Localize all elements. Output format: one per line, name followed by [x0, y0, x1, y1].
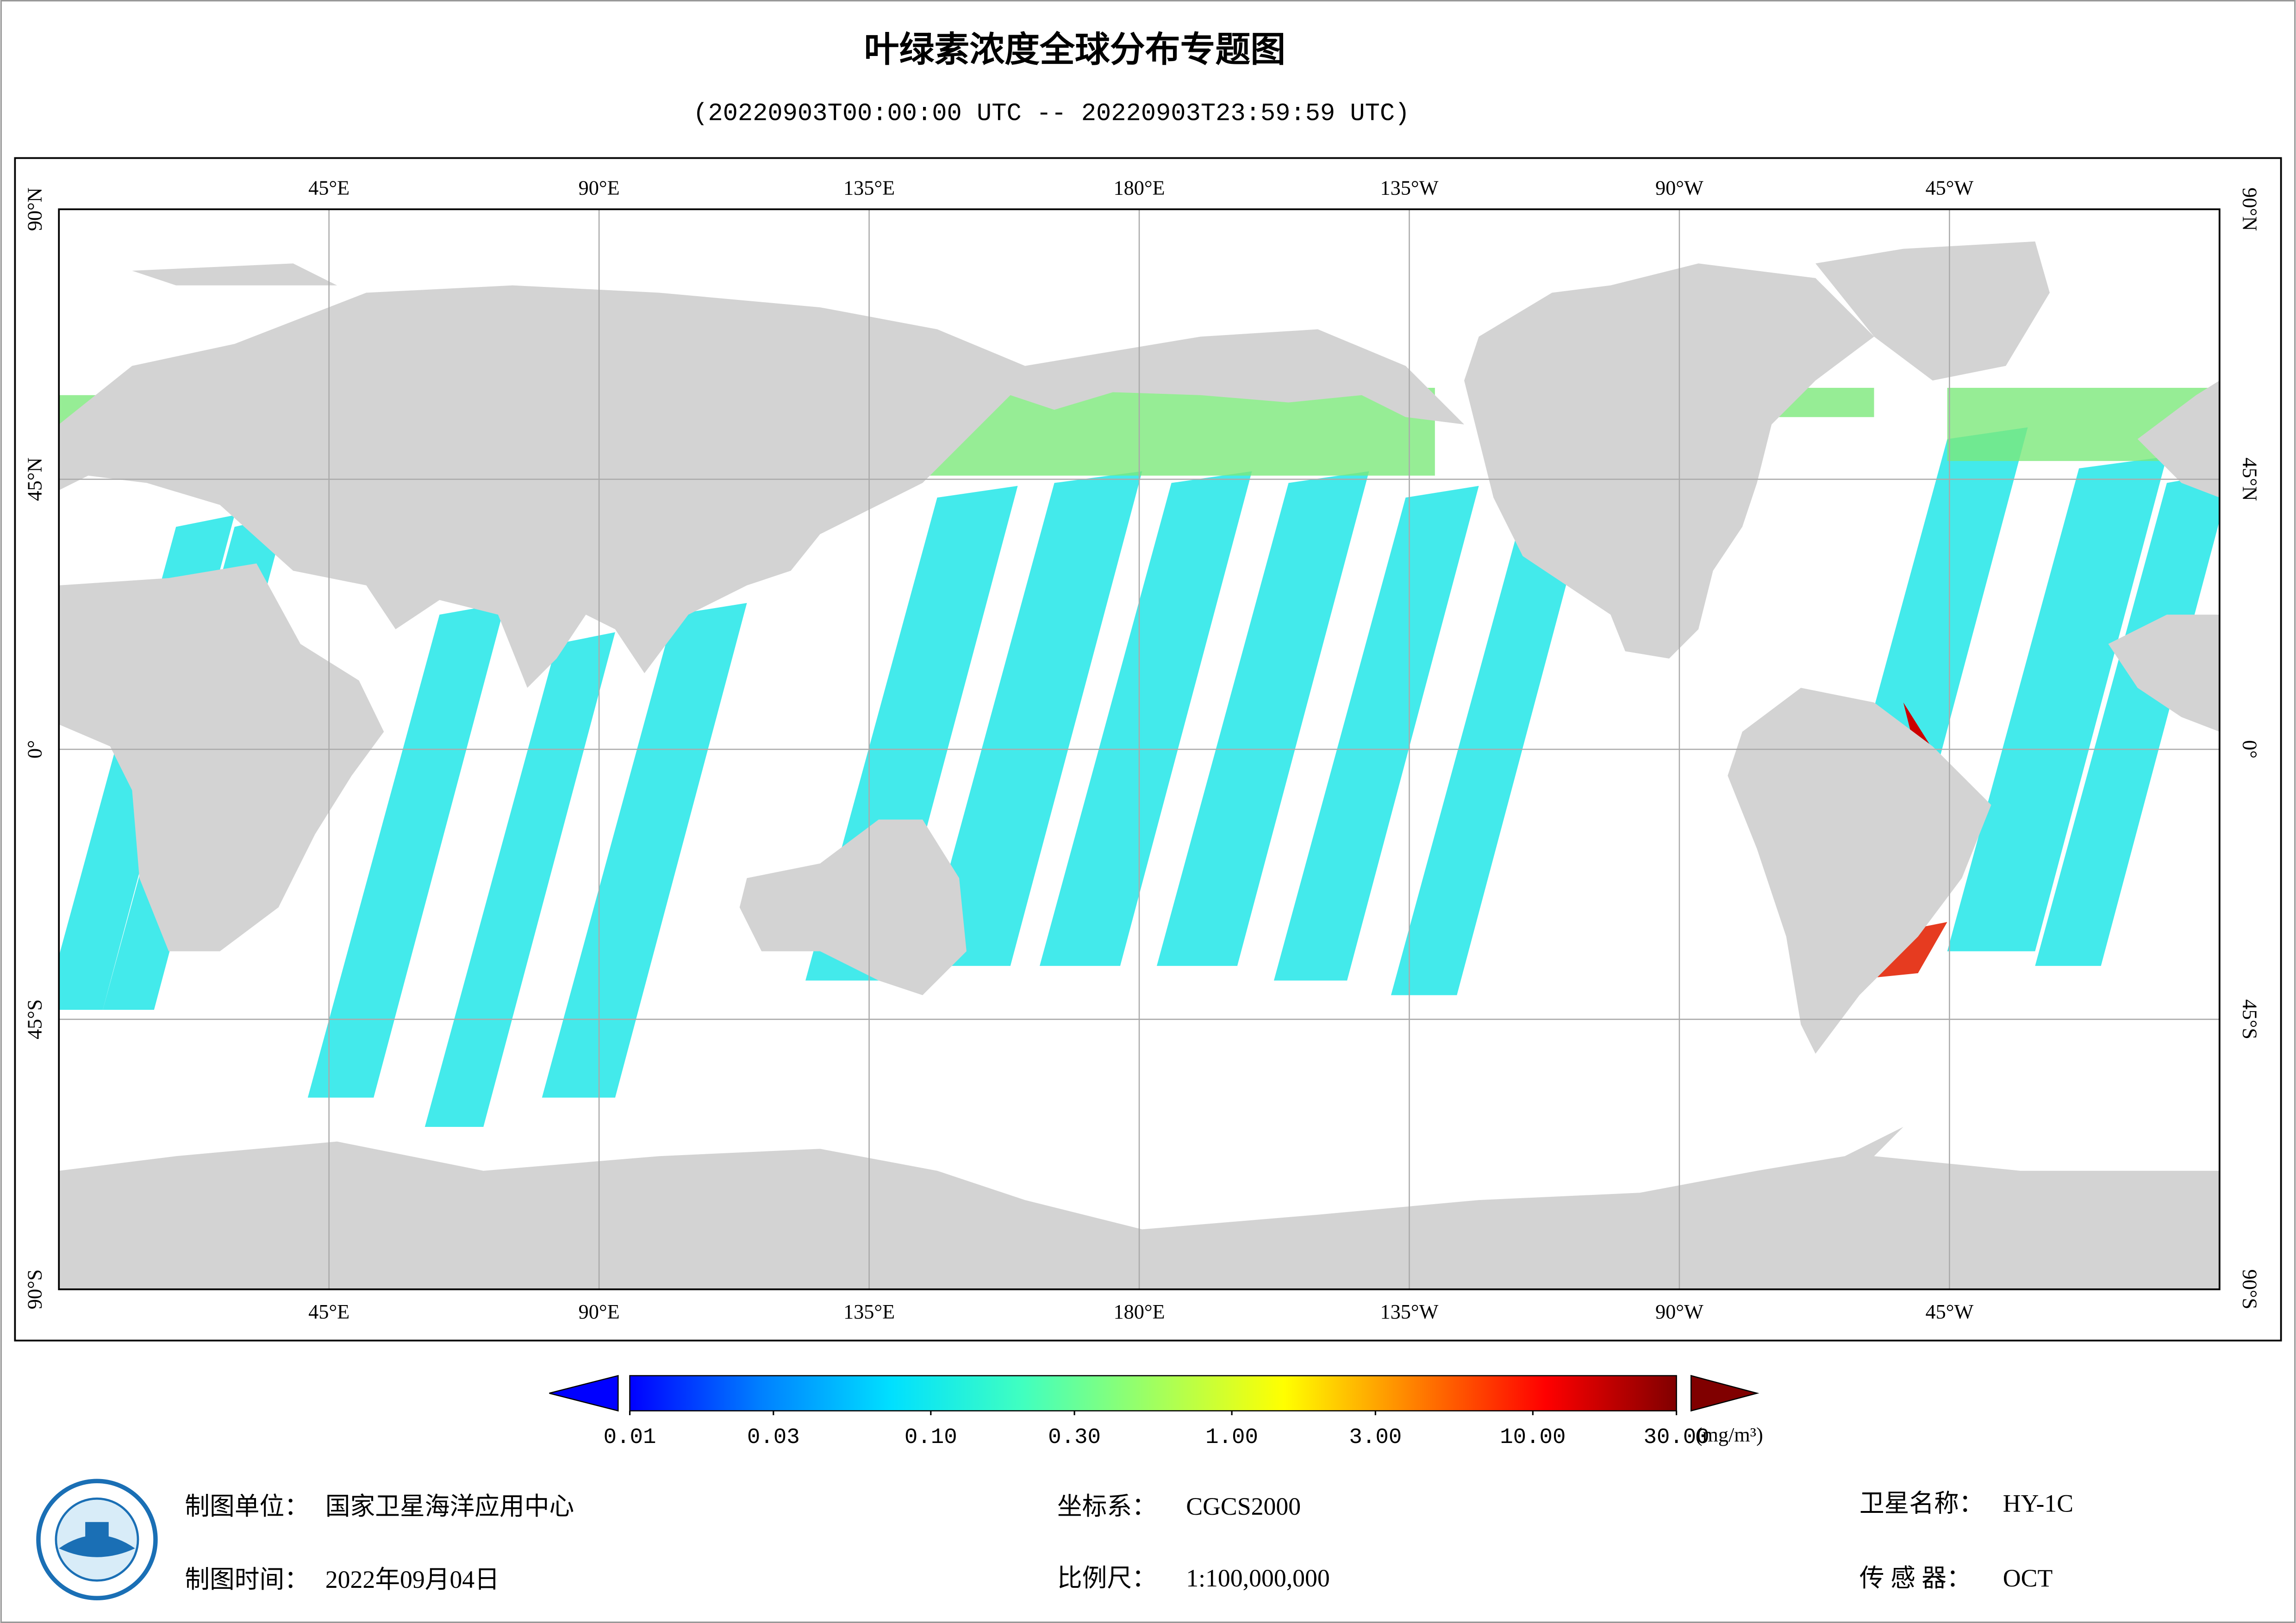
colorbar-arrow-low — [549, 1374, 619, 1412]
map-area — [59, 209, 2220, 1289]
footer-value: HY-1C — [2003, 1490, 2073, 1517]
lon-tick-label: 90°W — [1655, 177, 1703, 199]
colorbar-tick-label: 10.00 — [1500, 1425, 1566, 1450]
map-subtitle: (20220903T00:00:00 UTC -- 20220903T23:59… — [693, 99, 1410, 128]
swath — [307, 603, 505, 1098]
lon-tick-label: 135°W — [1380, 177, 1439, 199]
swath — [1391, 500, 1589, 995]
footer-value: CGCS2000 — [1186, 1492, 1301, 1520]
lon-tick-label: 90°W — [1655, 1300, 1703, 1323]
footer-value: OCT — [2003, 1564, 2053, 1592]
landmass — [1728, 688, 1991, 1054]
swath — [2035, 473, 2220, 966]
lat-tick-label: 90°N — [23, 187, 46, 231]
landmass — [739, 819, 967, 995]
map-frame — [58, 208, 2221, 1290]
lon-tick-label: 45°E — [308, 177, 349, 199]
lon-tick-label: 90°E — [579, 177, 620, 199]
swath — [424, 632, 615, 1127]
lon-tick-label: 180°E — [1113, 177, 1165, 199]
footer-label: 卫星名称： — [1859, 1490, 1984, 1517]
lat-tick-label: 45°S — [2238, 999, 2261, 1039]
lon-tick-label: 180°E — [1113, 1300, 1165, 1323]
lon-tick-label: 90°E — [579, 1300, 620, 1323]
lat-tick-label: 0° — [2238, 740, 2261, 759]
landmass — [1816, 241, 2050, 381]
footer-label: 传 感 器： — [1859, 1564, 1972, 1592]
swath — [1947, 456, 2167, 951]
colorbar-tick-label: 30.00 — [1643, 1425, 1709, 1450]
swath — [542, 603, 747, 1098]
graticule — [59, 209, 2220, 1289]
lat-tick-label: 90°S — [2238, 1269, 2261, 1310]
footer: 制图单位： 国家卫星海洋应用中心 制图时间： 2022年09月04日 坐标系： … — [185, 1490, 2073, 1593]
footer-value: 国家卫星海洋应用中心 — [325, 1492, 574, 1520]
landmass — [2108, 615, 2220, 732]
landmass — [2137, 380, 2220, 498]
lon-tick-label: 45°W — [1925, 177, 1973, 199]
swath — [923, 471, 1142, 966]
logo — [36, 1479, 158, 1600]
footer-label: 坐标系： — [1057, 1492, 1157, 1520]
colorbar-tick-label: 3.00 — [1349, 1425, 1402, 1450]
lat-tick-label: 45°S — [23, 999, 46, 1039]
lon-tick-label: 45°E — [308, 1300, 349, 1323]
landmass — [132, 263, 337, 286]
colorbar-tick-label: 1.00 — [1205, 1425, 1258, 1450]
map-title: 叶绿素浓度全球分布专题图 — [864, 29, 1286, 70]
lon-tick-label: 135°E — [843, 1300, 895, 1323]
colorbar: 0.01 0.03 0.10 0.30 1.00 3.00 10.00 30.00(mg/m³… — [549, 1374, 1763, 1450]
landmass — [59, 285, 1465, 688]
swath — [1156, 471, 1369, 966]
landmass — [1464, 263, 1874, 659]
colorbar-tick-label: 0.30 — [1048, 1425, 1101, 1450]
swath — [1039, 471, 1252, 966]
footer-label: 比例尺： — [1057, 1564, 1157, 1592]
colorbar-tick-label: 0.10 — [905, 1425, 957, 1450]
lat-tick-label: 90°S — [23, 1269, 46, 1310]
map-ticks: 45°E 45°E 90°E 90°E 135°E 135°E 180°E 180°E 135°… — [23, 177, 2261, 1324]
map-frame-outer — [14, 157, 2282, 1342]
colorbar-arrow-high — [1690, 1374, 1759, 1412]
colorbar-unit: (mg/m³) — [1696, 1424, 1763, 1446]
footer-value: 1:100,000,000 — [1186, 1564, 1330, 1592]
landmass — [59, 563, 384, 951]
footer-value: 2022年09月04日 — [325, 1566, 499, 1593]
footer-label: 制图单位： — [185, 1492, 309, 1520]
lon-tick-label: 135°E — [843, 177, 895, 199]
colorbar-tick-label: 0.01 — [604, 1425, 656, 1450]
swath — [1273, 485, 1479, 981]
lat-tick-label: 45°N — [2238, 458, 2261, 501]
colorbar-tick-label: 0.03 — [747, 1425, 800, 1450]
colorbar-body — [629, 1375, 1677, 1412]
lat-tick-label: 0° — [23, 740, 46, 759]
lon-tick-label: 135°W — [1380, 1300, 1439, 1323]
lon-tick-label: 45°W — [1925, 1300, 1973, 1323]
lat-tick-label: 45°N — [23, 458, 46, 501]
footer-label: 制图时间： — [185, 1566, 309, 1593]
lat-tick-label: 90°N — [2238, 187, 2261, 231]
